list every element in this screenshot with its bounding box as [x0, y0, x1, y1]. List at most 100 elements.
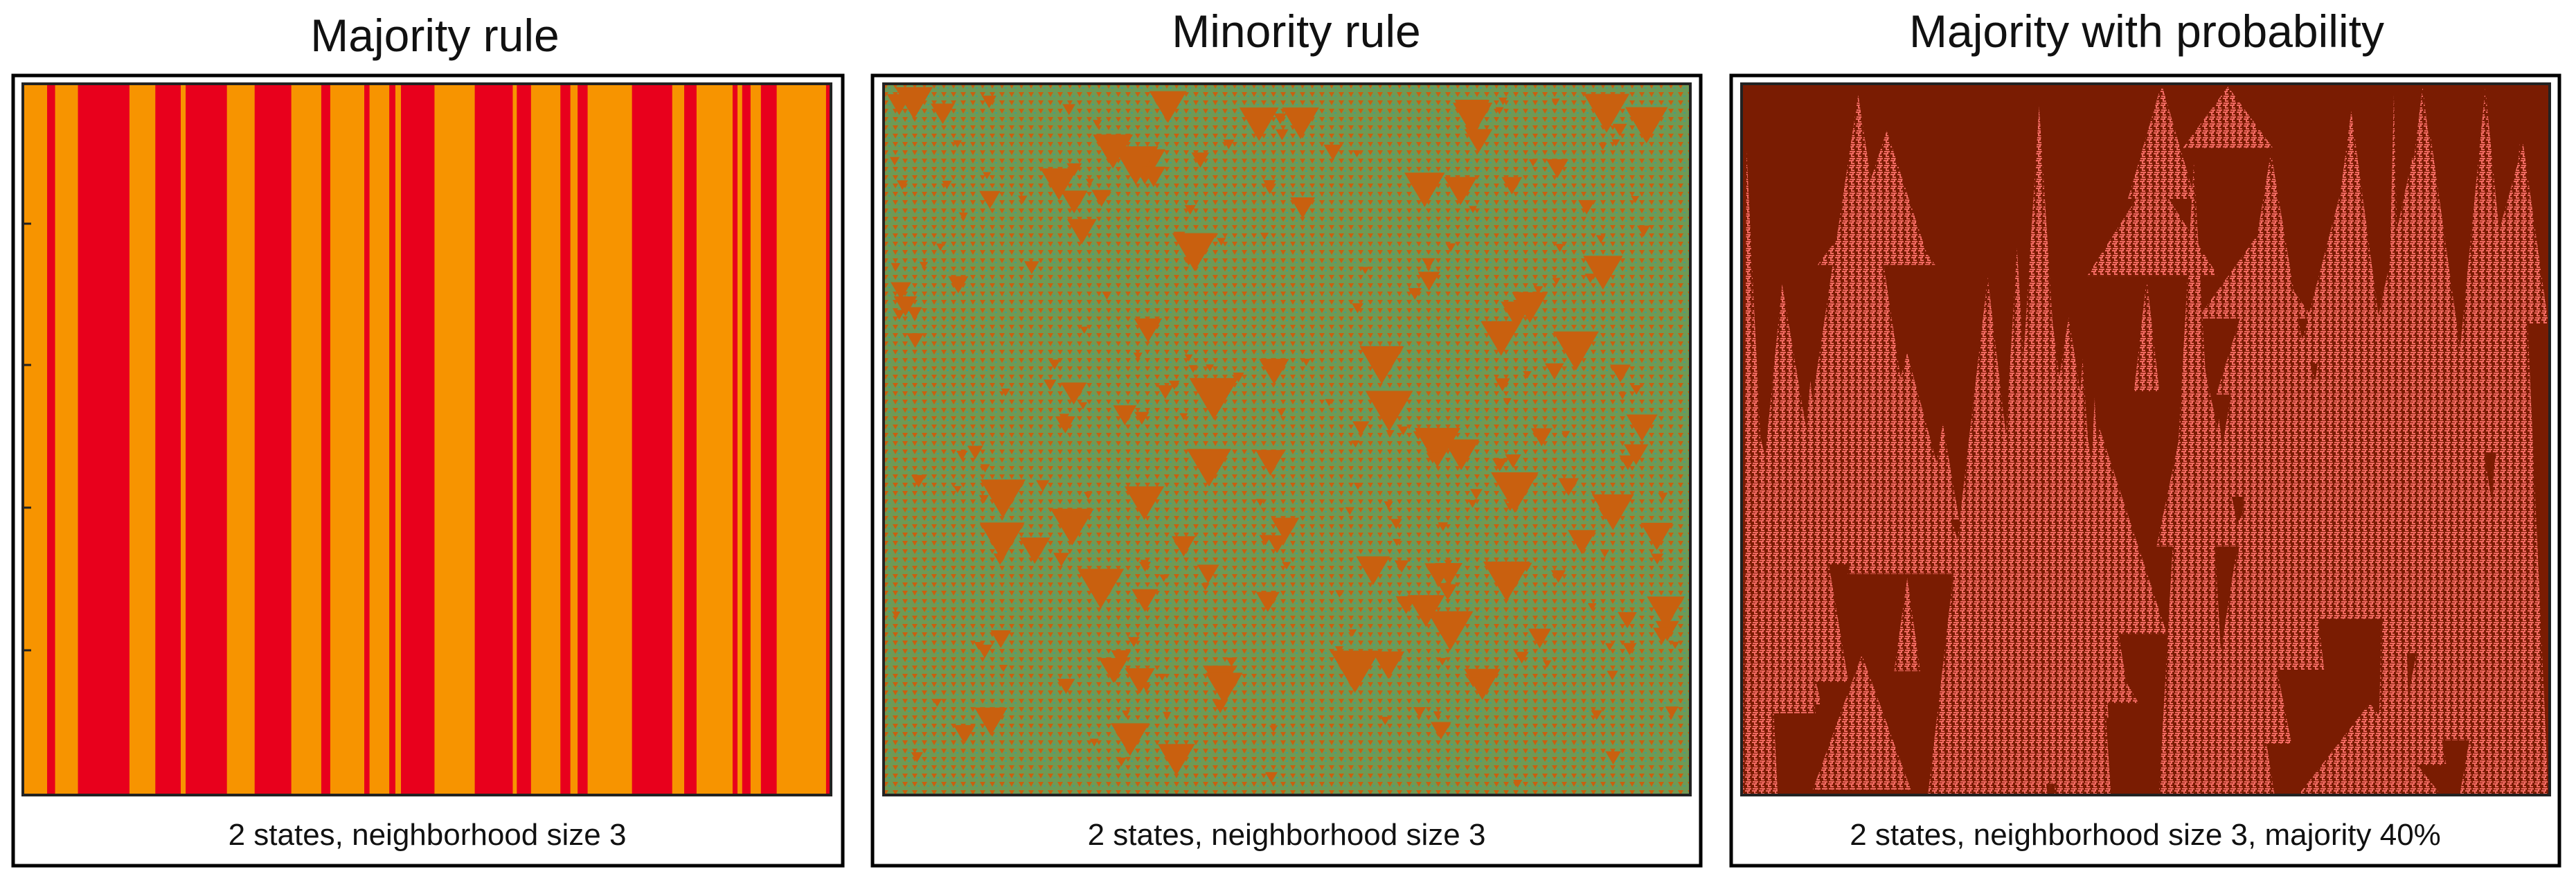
triangle [1426, 611, 1474, 651]
triangle [1066, 163, 1082, 177]
triangle [1138, 561, 1152, 572]
stripe [776, 84, 826, 795]
triangle [1149, 91, 1187, 123]
triangle [1113, 146, 1159, 185]
triangle [1544, 363, 1564, 380]
triangle [1323, 144, 1343, 161]
triangle [1553, 331, 1599, 371]
triangle [1092, 120, 1102, 128]
triangle [1600, 549, 1610, 558]
triangle [1438, 522, 1449, 531]
triangle [1591, 494, 1634, 530]
minority-pattern [884, 84, 1690, 795]
branch [2128, 84, 2195, 199]
triangle [1188, 365, 1198, 373]
stripe [395, 84, 402, 795]
triangle [1555, 244, 1565, 252]
triangle [1133, 353, 1143, 361]
triangle [1438, 584, 1458, 600]
triangle [1050, 508, 1094, 546]
triangle [1352, 303, 1363, 314]
triangle [1173, 231, 1186, 242]
triangle [1282, 562, 1291, 570]
branch [1996, 106, 2082, 784]
panel-title: Majority rule [310, 10, 559, 61]
triangle [1260, 233, 1269, 240]
triangle [1658, 492, 1668, 501]
triangle [1223, 139, 1235, 150]
triangle [1501, 301, 1533, 329]
triangle [932, 699, 942, 707]
triangle [1216, 238, 1226, 246]
triangle [1172, 233, 1217, 271]
stripe [750, 84, 761, 795]
triangle [953, 725, 976, 744]
triangle [1187, 449, 1231, 487]
triangle [1530, 428, 1553, 447]
triangle [1259, 535, 1272, 546]
triangle [1605, 643, 1614, 651]
triangle [1444, 560, 1453, 567]
triangle [1562, 431, 1571, 438]
triangle [1607, 670, 1618, 681]
triangle [906, 333, 924, 348]
triangle [1001, 389, 1010, 397]
triangle [936, 243, 945, 251]
triangle [1442, 439, 1480, 471]
triangle [1491, 472, 1539, 513]
triangle [1397, 426, 1408, 436]
triangle [1631, 196, 1640, 204]
axis-ticks [23, 222, 31, 652]
branch [2087, 173, 2218, 276]
triangle [1352, 150, 1361, 158]
triangle [1264, 771, 1278, 783]
branch [2156, 342, 2242, 546]
branch [2223, 467, 2325, 544]
triangle [1062, 104, 1076, 116]
stripe [330, 84, 365, 795]
triangle [1140, 560, 1149, 567]
triangle [1618, 392, 1627, 400]
triangle [1066, 219, 1097, 244]
panel-caption: 2 states, neighborhood size 3 [1088, 818, 1486, 852]
triangle [1356, 556, 1390, 585]
triangle [1584, 93, 1630, 133]
triangle [1255, 499, 1264, 506]
triangle [1386, 429, 1395, 438]
triangle [1464, 668, 1501, 700]
triangle [1495, 107, 1504, 115]
triangle [1513, 780, 1523, 788]
stripe [434, 84, 475, 795]
triangle [1111, 723, 1150, 756]
triangle [1348, 629, 1357, 636]
triangle [1345, 507, 1354, 515]
triangle [1134, 318, 1163, 343]
panel-title: Majority with probability [1909, 6, 2384, 57]
triangle [1444, 177, 1478, 206]
stripe [570, 84, 578, 795]
triangle [1365, 391, 1413, 431]
triangle [1653, 627, 1672, 644]
triangle [1184, 354, 1193, 362]
triangle [1384, 501, 1393, 510]
triangle [999, 665, 1008, 672]
stripe [291, 84, 321, 795]
stripe [737, 84, 742, 795]
triangle [1125, 668, 1155, 694]
stripe [55, 84, 78, 795]
branch [1894, 578, 1921, 672]
triangle [1598, 143, 1607, 150]
triangle [1394, 560, 1409, 573]
triangle [893, 296, 918, 316]
triangle [1060, 382, 1087, 405]
triangle [1622, 643, 1637, 655]
triangle [1019, 537, 1050, 564]
triangle [1528, 159, 1537, 167]
triangle [1053, 553, 1070, 567]
triangle [1578, 199, 1595, 215]
triangle [931, 103, 955, 125]
triangle [886, 93, 912, 116]
triangle [1587, 603, 1597, 611]
triangle [1121, 710, 1130, 718]
